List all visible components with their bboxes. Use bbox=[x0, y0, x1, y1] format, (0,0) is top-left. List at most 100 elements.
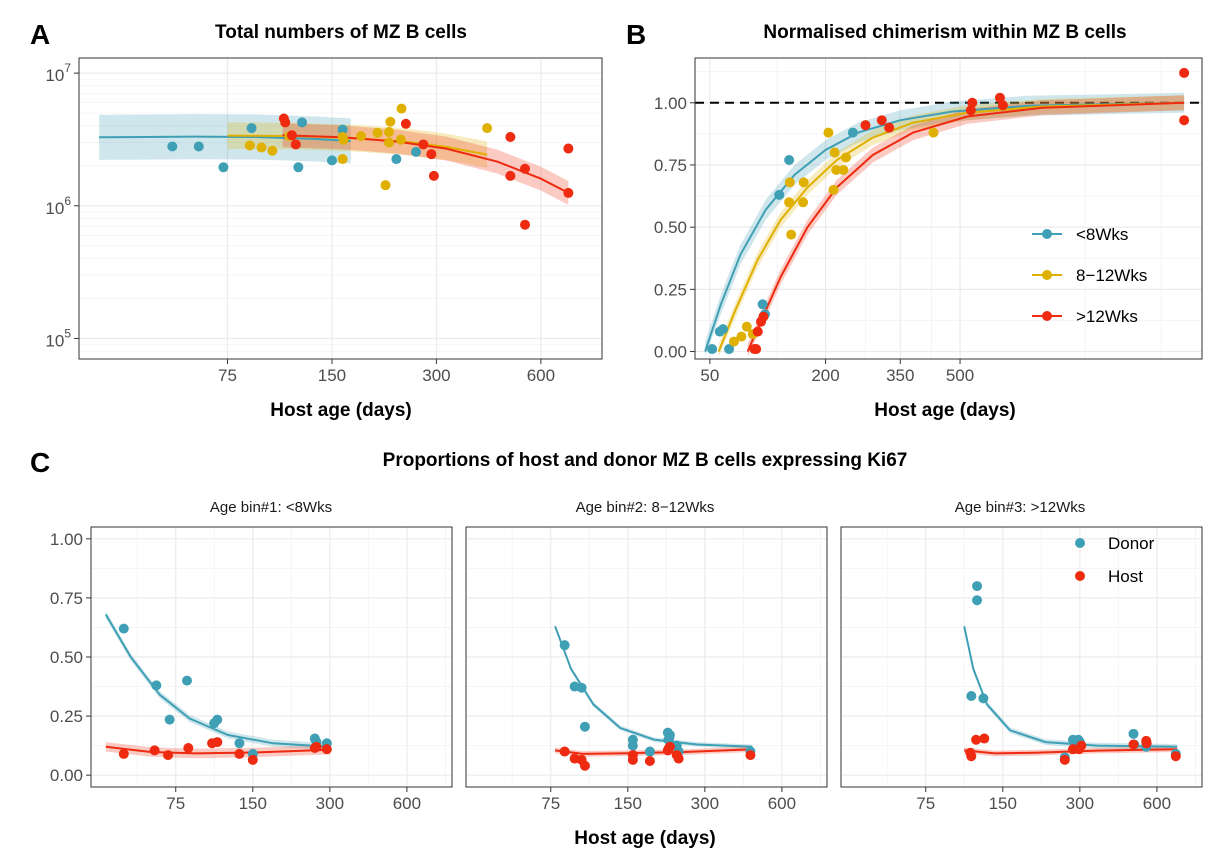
x-tick-label: 600 bbox=[393, 794, 421, 813]
data-point bbox=[246, 123, 257, 134]
donor-data-point bbox=[234, 738, 245, 749]
data-point bbox=[876, 115, 887, 126]
y-tick-label: 0.75 bbox=[654, 156, 687, 175]
data-point bbox=[752, 326, 763, 337]
data-point bbox=[736, 331, 747, 342]
data-point bbox=[167, 141, 178, 152]
facet-1-strip: Age bin#1: <8Wks bbox=[210, 499, 332, 516]
data-point bbox=[717, 324, 728, 335]
y-tick-label: 1.00 bbox=[50, 530, 83, 549]
data-point bbox=[967, 97, 978, 108]
data-point bbox=[838, 164, 849, 175]
x-tick-label: 600 bbox=[527, 366, 555, 385]
data-point bbox=[385, 116, 396, 127]
data-point bbox=[784, 197, 795, 208]
y-tick-label: 0.25 bbox=[50, 707, 83, 726]
data-point bbox=[884, 122, 895, 133]
x-tick-label: 75 bbox=[916, 794, 935, 813]
x-tick-label: 300 bbox=[1066, 794, 1094, 813]
host-data-point bbox=[321, 744, 332, 755]
data-point bbox=[400, 118, 411, 129]
data-point bbox=[520, 219, 531, 230]
data-point bbox=[841, 152, 852, 163]
host-data-point bbox=[745, 750, 756, 761]
host-data-point bbox=[971, 734, 982, 745]
x-tick-label: 350 bbox=[886, 366, 914, 385]
data-point bbox=[798, 197, 809, 208]
donor-data-point bbox=[644, 746, 655, 757]
panel-c-title: Proportions of host and donor MZ B cells… bbox=[383, 450, 908, 471]
data-point bbox=[244, 140, 255, 151]
data-point bbox=[337, 154, 348, 165]
data-point bbox=[758, 311, 769, 322]
fit-line bbox=[746, 101, 1185, 352]
panel-b-xlabel: Host age (days) bbox=[874, 400, 1015, 421]
data-point bbox=[751, 344, 762, 355]
host-fit-band bbox=[105, 742, 330, 759]
data-point bbox=[1179, 67, 1190, 78]
x-tick-label: 300 bbox=[422, 366, 450, 385]
data-point bbox=[831, 164, 842, 175]
host-fit-line bbox=[554, 748, 753, 755]
panel-a-title: Total numbers of MZ B cells bbox=[215, 22, 467, 43]
panel-a-xlabel: Host age (days) bbox=[270, 400, 411, 421]
fit-line bbox=[99, 135, 351, 142]
facet-2-strip: Age bin#2: 8−12Wks bbox=[576, 499, 715, 516]
data-point bbox=[395, 134, 406, 145]
donor-data-point bbox=[182, 675, 193, 686]
donor-data-point bbox=[164, 714, 175, 725]
x-tick-label: 600 bbox=[768, 794, 796, 813]
data-point bbox=[391, 154, 402, 165]
data-point bbox=[823, 127, 834, 138]
facet-border bbox=[465, 526, 828, 788]
x-tick-label: 75 bbox=[541, 794, 560, 813]
legend-label: 8−12Wks bbox=[1076, 266, 1147, 285]
donor-data-point bbox=[1128, 728, 1139, 739]
panel-a-border bbox=[78, 57, 603, 360]
data-point bbox=[356, 131, 367, 142]
x-tick-label: 150 bbox=[614, 794, 642, 813]
y-tick-label: 0.50 bbox=[654, 218, 687, 237]
facet-1: 75 150 300 600 0.00 0.25 0.50 0.75 1.00 bbox=[50, 526, 453, 813]
panel-b-title: Normalised chimerism within MZ B cells bbox=[763, 22, 1126, 43]
host-data-point bbox=[1076, 740, 1087, 751]
data-point bbox=[757, 299, 768, 310]
donor-data-point bbox=[627, 740, 638, 751]
host-data-point bbox=[163, 750, 174, 761]
donor-data-point bbox=[118, 623, 129, 634]
facet-2: 75 150 300 600 bbox=[465, 526, 828, 813]
data-point bbox=[798, 177, 809, 188]
data-point bbox=[965, 105, 976, 116]
donor-data-point bbox=[579, 721, 590, 732]
donor-data-point bbox=[966, 691, 977, 701]
host-data-point bbox=[673, 753, 684, 764]
data-point bbox=[784, 154, 795, 165]
data-point bbox=[786, 229, 797, 240]
host-data-point bbox=[979, 733, 990, 744]
data-point bbox=[784, 177, 795, 188]
data-point bbox=[505, 170, 516, 181]
y-tick-label: 0.75 bbox=[50, 589, 83, 608]
legend-label: Donor bbox=[1108, 534, 1155, 553]
data-point bbox=[293, 162, 304, 173]
host-data-point bbox=[1128, 739, 1139, 750]
data-point bbox=[411, 146, 422, 157]
fit-band bbox=[282, 123, 569, 205]
y-tick-label: 107 bbox=[45, 61, 71, 85]
y-tick-label: 0.00 bbox=[50, 766, 83, 785]
x-tick-label: 200 bbox=[811, 366, 839, 385]
host-fit-line bbox=[105, 745, 330, 755]
data-point bbox=[383, 137, 394, 148]
data-point bbox=[563, 143, 574, 154]
data-point bbox=[297, 117, 308, 128]
fit-band bbox=[705, 92, 1185, 357]
data-point bbox=[928, 127, 939, 138]
host-data-point bbox=[212, 737, 223, 748]
y-tick-label: 106 bbox=[45, 194, 71, 218]
x-tick-label: 75 bbox=[166, 794, 185, 813]
panel-c-chart: 75 150 300 600 0.00 0.25 0.50 0.75 1.00 75 150 300 6… bbox=[50, 526, 1203, 813]
x-tick-label: 300 bbox=[316, 794, 344, 813]
data-point bbox=[707, 344, 718, 355]
y-tick-label: 0.50 bbox=[50, 648, 83, 667]
